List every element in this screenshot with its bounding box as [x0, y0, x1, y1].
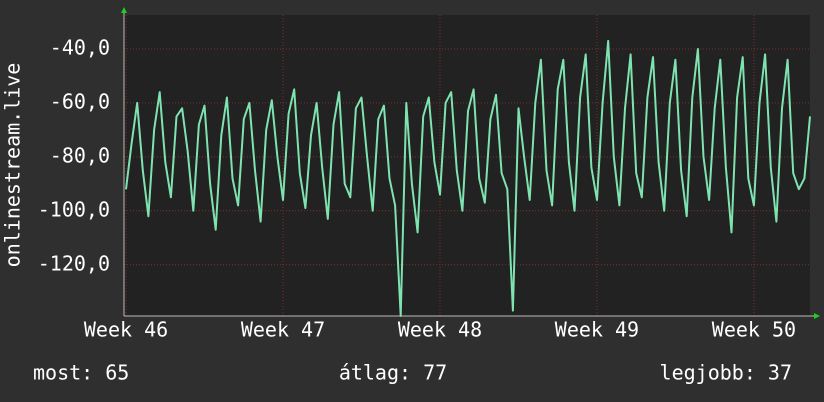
x-tick-label: Week 49 [555, 318, 639, 342]
marks [125, 39, 811, 317]
y-axis-arrow [121, 7, 127, 13]
grid [124, 15, 810, 316]
y-tick-label: -100,0 [38, 197, 110, 221]
x-tick-label: Week 46 [84, 318, 168, 342]
y-axis-label: onlinestream.live [1, 63, 25, 268]
footer-current: most: 65 [33, 361, 129, 385]
data-line [125, 39, 811, 317]
x-tick-label: Week 50 [712, 318, 796, 342]
y-tick-label: -60,0 [50, 89, 110, 113]
footer-average: átlag: 77 [339, 361, 447, 385]
x-tick-label: Week 47 [241, 318, 325, 342]
y-tick-label: -80,0 [50, 143, 110, 167]
x-axis-arrow [814, 313, 820, 319]
y-tick-label: -120,0 [38, 251, 110, 275]
x-tick-label: Week 48 [398, 318, 482, 342]
plot-area [124, 15, 810, 316]
footer-best: legjobb: 37 [660, 361, 792, 385]
y-tick-label: -40,0 [50, 35, 110, 59]
